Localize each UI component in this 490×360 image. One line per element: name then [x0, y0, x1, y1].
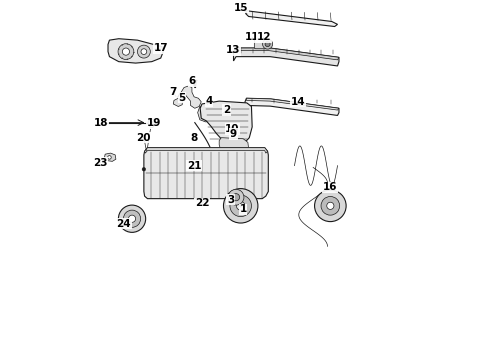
Text: 11: 11 [245, 32, 259, 42]
Polygon shape [144, 148, 269, 199]
Circle shape [315, 190, 346, 222]
Circle shape [148, 119, 155, 126]
FancyBboxPatch shape [254, 39, 267, 49]
Circle shape [122, 48, 129, 55]
Circle shape [123, 210, 141, 227]
Polygon shape [234, 48, 339, 66]
Text: 9: 9 [230, 129, 237, 139]
Polygon shape [145, 148, 268, 153]
Text: 14: 14 [291, 97, 305, 107]
Circle shape [118, 44, 134, 59]
Polygon shape [245, 98, 339, 116]
Text: 2: 2 [223, 105, 230, 115]
Text: 21: 21 [187, 161, 201, 171]
Text: 8: 8 [191, 133, 197, 143]
Circle shape [119, 205, 146, 232]
Text: 24: 24 [117, 219, 131, 229]
Circle shape [149, 123, 154, 128]
Text: 13: 13 [226, 45, 241, 55]
Text: 22: 22 [195, 198, 209, 208]
Polygon shape [173, 98, 182, 107]
Circle shape [223, 189, 258, 223]
Text: 17: 17 [153, 43, 168, 53]
Circle shape [263, 39, 272, 49]
Text: 4: 4 [205, 96, 213, 106]
Polygon shape [246, 98, 339, 110]
Circle shape [150, 121, 153, 124]
Circle shape [265, 41, 270, 46]
Polygon shape [164, 163, 234, 173]
Text: 5: 5 [179, 93, 186, 103]
Circle shape [141, 49, 147, 54]
Polygon shape [197, 104, 217, 122]
Circle shape [108, 156, 111, 159]
Polygon shape [108, 39, 163, 63]
Text: 23: 23 [93, 158, 107, 168]
Circle shape [137, 45, 150, 58]
Circle shape [239, 204, 242, 207]
Text: 18: 18 [94, 118, 108, 128]
Polygon shape [236, 48, 339, 60]
Circle shape [327, 202, 334, 210]
Circle shape [321, 197, 340, 215]
Circle shape [142, 167, 146, 171]
Polygon shape [200, 101, 252, 145]
Circle shape [232, 194, 240, 201]
Polygon shape [219, 138, 248, 153]
Polygon shape [104, 153, 116, 161]
Text: 12: 12 [256, 32, 271, 42]
Text: 10: 10 [225, 124, 240, 134]
Circle shape [236, 202, 245, 210]
Text: 16: 16 [323, 182, 338, 192]
Text: 1: 1 [240, 204, 247, 215]
Circle shape [228, 189, 244, 205]
Text: 6: 6 [189, 76, 196, 86]
Text: 19: 19 [147, 118, 161, 128]
Text: 3: 3 [227, 195, 234, 205]
Text: 15: 15 [233, 3, 248, 13]
Circle shape [128, 215, 136, 222]
Polygon shape [177, 86, 201, 108]
Text: 7: 7 [170, 87, 177, 97]
Circle shape [230, 195, 251, 217]
Polygon shape [245, 11, 338, 27]
Text: 20: 20 [137, 133, 151, 143]
